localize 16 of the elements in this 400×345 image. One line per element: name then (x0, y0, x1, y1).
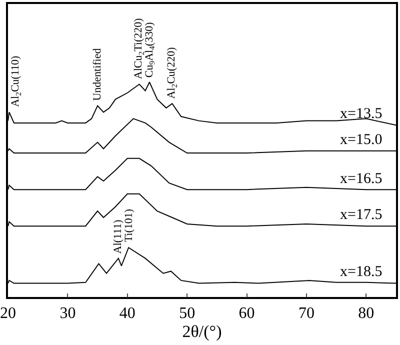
x-tick-label: 50 (179, 304, 196, 322)
series-label: x=17.5 (340, 207, 382, 223)
series-label: x=18.5 (340, 264, 382, 280)
x-tick-label: 30 (60, 304, 76, 322)
x-tick-label: 80 (358, 304, 374, 322)
annotation: Ti(101) (123, 208, 135, 242)
x-tick-label: 40 (119, 304, 136, 322)
annotation: Al(111) (112, 219, 124, 254)
series-label: x=15.0 (340, 132, 382, 148)
series-label: x=13.5 (340, 106, 382, 122)
series-label: x=16.5 (340, 171, 382, 187)
x-axis-title: 2θ/(°) (182, 322, 222, 341)
x-tick-label: 20 (0, 304, 16, 322)
annotation: Undentified (91, 48, 104, 101)
x-tick-label: 70 (298, 304, 314, 322)
x-tick-label: 60 (238, 304, 255, 322)
